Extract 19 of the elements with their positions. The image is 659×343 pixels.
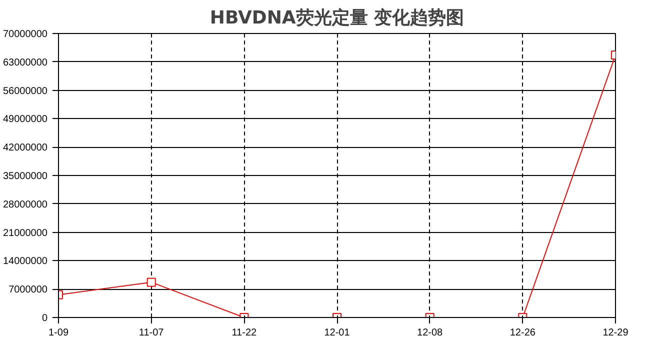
y-tick-label: 7000000 bbox=[8, 284, 48, 296]
x-tick-label: 11-22 bbox=[232, 328, 258, 338]
x-tick-label: 12-08 bbox=[417, 328, 444, 338]
x-tick-label: 11-07 bbox=[138, 328, 164, 338]
x-tick-label: 12-26 bbox=[510, 328, 536, 338]
y-tick-label: 0 bbox=[42, 313, 48, 324]
y-tick-label: 63000000 bbox=[3, 57, 48, 68]
y-tick-label: 21000000 bbox=[3, 228, 48, 239]
x-tick-label: 1-09 bbox=[48, 328, 69, 338]
y-tick-label: 70000000 bbox=[3, 29, 48, 40]
x-tick-label: 12-29 bbox=[602, 328, 629, 338]
y-tick-label: 56000000 bbox=[3, 86, 48, 97]
y-tick-label: 42000000 bbox=[3, 142, 48, 154]
chart-title: HBVDNA荧光定量 变化趋势图 bbox=[210, 8, 464, 28]
y-tick-label: 28000000 bbox=[3, 199, 48, 210]
y-tick-label: 49000000 bbox=[3, 114, 48, 126]
x-tick-label: 12-01 bbox=[324, 328, 350, 338]
y-tick-label: 14000000 bbox=[3, 256, 48, 268]
y-tick-label: 35000000 bbox=[3, 171, 48, 182]
